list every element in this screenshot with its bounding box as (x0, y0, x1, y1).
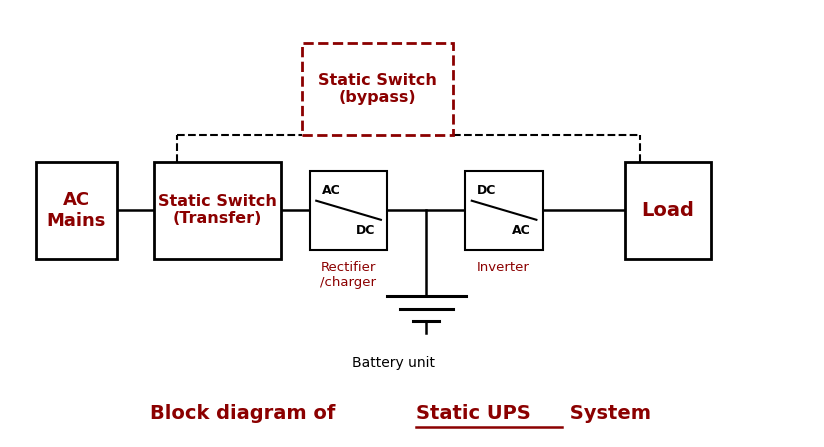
FancyBboxPatch shape (35, 162, 117, 259)
Text: AC
Mains: AC Mains (47, 191, 106, 230)
Text: System: System (564, 404, 652, 423)
Text: Static Switch
(bypass): Static Switch (bypass) (318, 73, 437, 105)
FancyBboxPatch shape (625, 162, 711, 259)
Text: Static Switch
(Transfer): Static Switch (Transfer) (158, 194, 277, 227)
Text: AC: AC (322, 184, 341, 197)
FancyBboxPatch shape (310, 170, 387, 250)
FancyBboxPatch shape (154, 162, 281, 259)
FancyBboxPatch shape (302, 42, 453, 135)
Text: Rectifier
/charger: Rectifier /charger (321, 261, 377, 289)
Text: AC: AC (512, 224, 531, 236)
Text: Block diagram of: Block diagram of (150, 404, 349, 423)
FancyBboxPatch shape (466, 170, 543, 250)
Text: Static UPS: Static UPS (416, 404, 531, 423)
Text: Battery unit: Battery unit (353, 356, 436, 370)
Text: DC: DC (477, 184, 497, 197)
Text: Load: Load (641, 201, 694, 220)
Text: DC: DC (356, 224, 376, 236)
Text: Inverter: Inverter (477, 261, 530, 274)
